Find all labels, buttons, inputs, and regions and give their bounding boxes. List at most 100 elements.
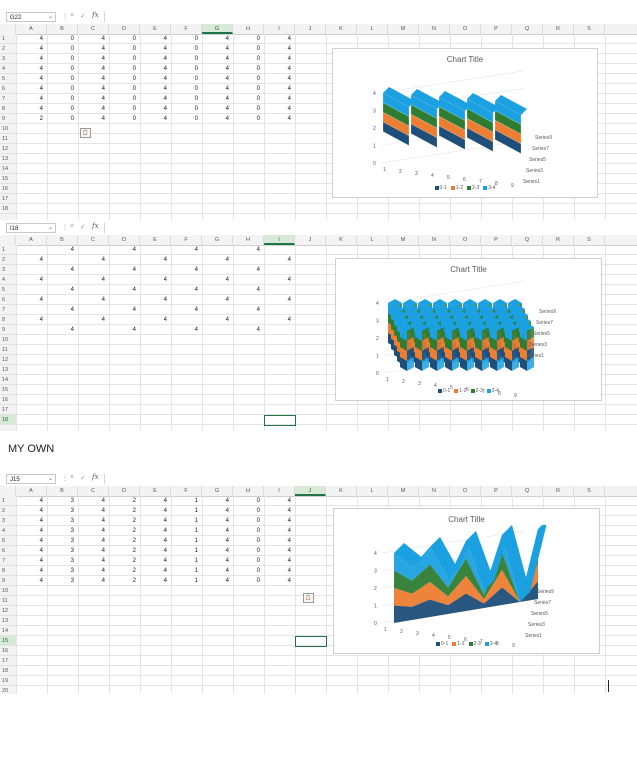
select-all-corner[interactable] [0,24,16,34]
cell-a4[interactable]: 4 [39,277,43,283]
cell-f6[interactable]: 0 [194,86,198,92]
column-header-o[interactable]: O [450,24,481,34]
formula-input[interactable] [104,223,637,233]
cell-f8[interactable]: 0 [194,106,198,112]
cell-h7[interactable]: 4 [256,307,260,313]
cell-b3[interactable]: 0 [70,56,74,62]
cell-b8[interactable]: 3 [70,568,74,574]
cell-e4[interactable]: 4 [163,66,167,72]
cell-c7[interactable]: 4 [101,558,105,564]
cell-g2[interactable]: 4 [225,46,229,52]
formula-input[interactable] [104,474,637,484]
cell-b8[interactable] [47,315,74,325]
row-header-8[interactable]: 8 [0,104,16,114]
column-header-p[interactable]: P [481,235,512,245]
cell-f1[interactable]: 1 [194,498,198,504]
row-header-12[interactable]: 12 [0,606,16,616]
cell-g8[interactable]: 4 [225,106,229,112]
cell-a5[interactable]: 4 [39,538,43,544]
column-header-i[interactable]: I [264,235,295,245]
column-header-c[interactable]: C [78,24,109,34]
surface-chart[interactable]: Chart Title 0 1 2 3 4 1 2 3 4 5 6 7 8 9 Series9 Series7 S… [332,48,598,198]
row-header-16[interactable]: 16 [0,184,16,194]
row-header-6[interactable]: 6 [0,546,16,556]
cell-a6[interactable]: 4 [39,86,43,92]
cell-g3[interactable]: 4 [225,518,229,524]
cell-c8[interactable]: 4 [101,568,105,574]
cell-c6[interactable]: 4 [101,86,105,92]
cell-i5[interactable] [264,285,291,295]
cell-b2[interactable]: 0 [70,46,74,52]
row-header-16[interactable]: 16 [0,395,16,405]
row-header-12[interactable]: 12 [0,144,16,154]
cell-h1[interactable]: 0 [256,498,260,504]
cell-g2[interactable]: 4 [225,508,229,514]
row-header-3[interactable]: 3 [0,265,16,275]
cell-g7[interactable]: 4 [225,96,229,102]
cell-e2[interactable]: 4 [163,257,167,263]
select-all-corner[interactable] [0,486,16,496]
chevron-down-icon[interactable]: ⌄ [48,476,54,482]
column-header-f[interactable]: F [171,486,202,496]
cell-h3[interactable]: 4 [256,267,260,273]
cell-b2[interactable]: 3 [70,508,74,514]
cell-a2[interactable]: 4 [39,46,43,52]
cell-g7[interactable]: 4 [225,558,229,564]
cell-i7[interactable]: 4 [287,96,291,102]
row-header-16[interactable]: 16 [0,646,16,656]
row-header-14[interactable]: 14 [0,164,16,174]
cell-f5[interactable]: 4 [194,287,198,293]
row-header-4[interactable]: 4 [0,526,16,536]
row-header-13[interactable]: 13 [0,365,16,375]
cell-b2[interactable] [47,255,74,265]
cell-h4[interactable]: 0 [256,66,260,72]
row-header-10[interactable]: 10 [0,335,16,345]
cell-a7[interactable]: 4 [39,558,43,564]
cell-h8[interactable] [233,315,260,325]
cell-a1[interactable]: 4 [39,36,43,42]
column-header-s[interactable]: S [574,24,605,34]
enter-icon[interactable]: ✓ [80,13,86,20]
cell-i6[interactable]: 4 [287,86,291,92]
column-header-a[interactable]: A [16,24,47,34]
column-header-i[interactable]: I [264,486,295,496]
cell-f8[interactable] [171,315,198,325]
cell-e6[interactable]: 4 [163,86,167,92]
cell-f4[interactable]: 0 [194,66,198,72]
column-header-d[interactable]: D [109,486,140,496]
cancel-icon[interactable]: × [70,474,75,481]
cell-g2[interactable]: 4 [225,257,229,263]
name-box[interactable]: G22 [6,12,56,22]
cell-d7[interactable]: 2 [132,558,136,564]
chart-title[interactable]: Chart Title [448,515,485,524]
cell-c3[interactable]: 4 [101,56,105,62]
row-header-19[interactable]: 19 [0,676,16,686]
cell-d3[interactable]: 2 [132,518,136,524]
cell-g5[interactable]: 4 [225,76,229,82]
cell-d1[interactable]: 0 [132,36,136,42]
cell-c7[interactable]: 4 [101,96,105,102]
cell-i4[interactable]: 4 [287,277,291,283]
cell-d9[interactable]: 4 [132,327,136,333]
selected-cell[interactable] [264,415,296,426]
column-header-n[interactable]: N [419,486,450,496]
cell-i8[interactable]: 4 [287,106,291,112]
cell-i9[interactable]: 4 [287,578,291,584]
column-header-m[interactable]: M [388,235,419,245]
column-header-g[interactable]: G [202,24,233,34]
cell-d4[interactable]: 0 [132,66,136,72]
column-header-j[interactable]: J [295,24,326,34]
row-header-7[interactable]: 7 [0,94,16,104]
row-header-7[interactable]: 7 [0,305,16,315]
cell-c2[interactable]: 4 [101,46,105,52]
cell-d5[interactable]: 4 [132,287,136,293]
cell-c8[interactable]: 4 [101,106,105,112]
cell-a3[interactable]: 4 [39,518,43,524]
cell-e9[interactable]: 4 [163,578,167,584]
insert-function-icon[interactable]: fx [92,11,99,19]
cell-a4[interactable]: 4 [39,66,43,72]
cell-g6[interactable]: 4 [225,297,229,303]
cell-a4[interactable]: 4 [39,528,43,534]
column-header-h[interactable]: H [233,235,264,245]
selected-cell[interactable] [295,636,327,647]
